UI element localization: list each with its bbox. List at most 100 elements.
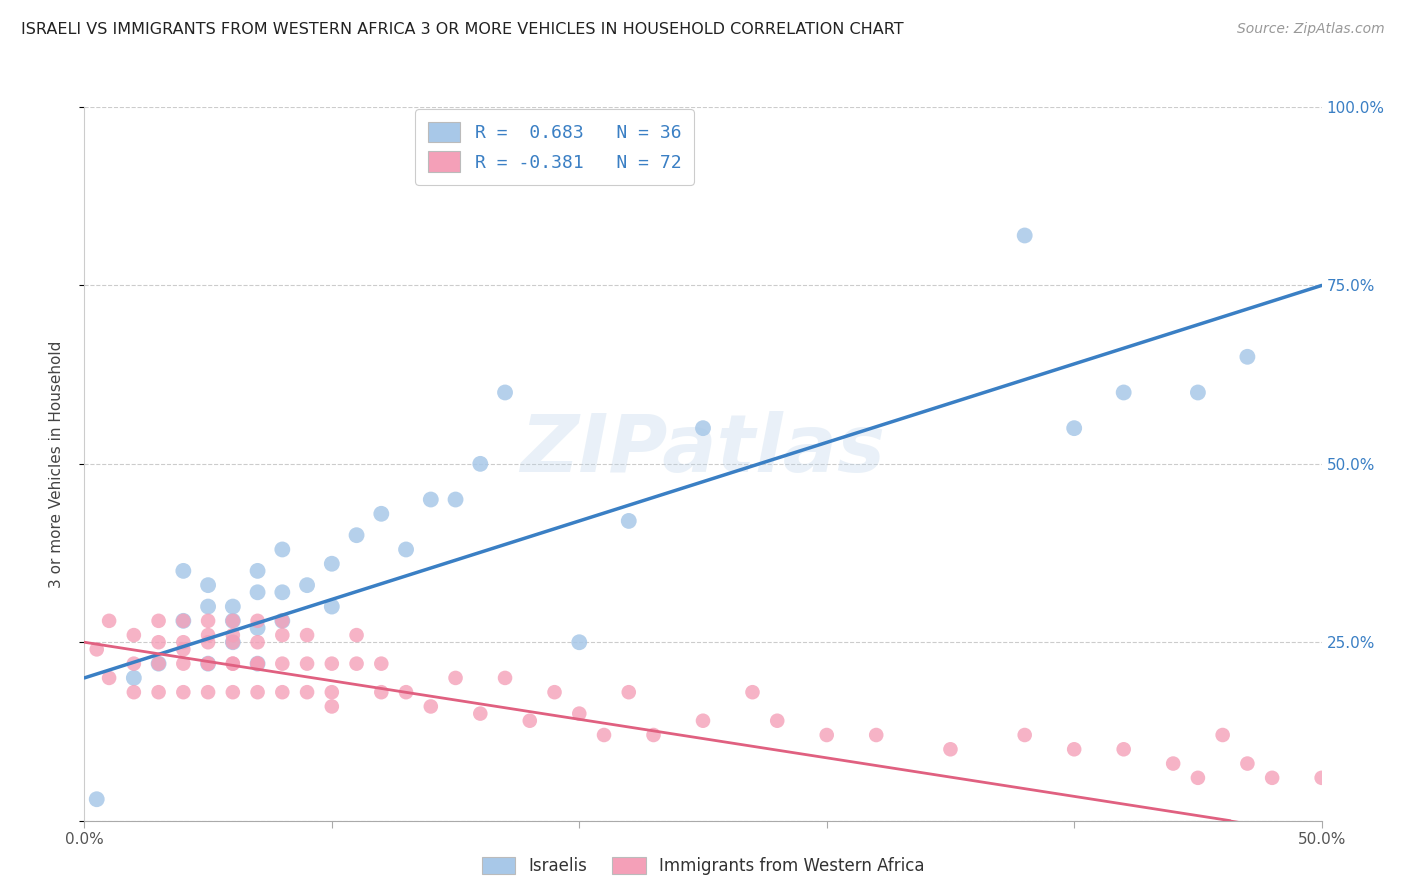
Point [222, 635, 245, 649]
Point [222, 599, 245, 614]
Point [271, 685, 294, 699]
Point [643, 728, 665, 742]
Point [346, 628, 368, 642]
Point [246, 621, 269, 635]
Point [222, 628, 245, 642]
Point [346, 528, 368, 542]
Point [568, 706, 591, 721]
Point [197, 578, 219, 592]
Point [370, 657, 392, 671]
Y-axis label: 3 or more Vehicles in Household: 3 or more Vehicles in Household [49, 340, 63, 588]
Point [295, 578, 318, 592]
Point [519, 714, 541, 728]
Point [222, 657, 245, 671]
Point [222, 635, 245, 649]
Point [815, 728, 838, 742]
Point [617, 685, 640, 699]
Point [1063, 742, 1085, 756]
Point [444, 671, 467, 685]
Point [172, 614, 194, 628]
Point [1014, 728, 1036, 742]
Point [271, 614, 294, 628]
Point [246, 685, 269, 699]
Point [172, 564, 194, 578]
Point [568, 635, 591, 649]
Point [470, 706, 492, 721]
Point [197, 635, 219, 649]
Point [295, 657, 318, 671]
Point [86, 792, 108, 806]
Point [939, 742, 962, 756]
Point [122, 685, 145, 699]
Text: ISRAELI VS IMMIGRANTS FROM WESTERN AFRICA 3 OR MORE VEHICLES IN HOUSEHOLD CORREL: ISRAELI VS IMMIGRANTS FROM WESTERN AFRIC… [21, 22, 904, 37]
Point [395, 542, 418, 557]
Point [197, 657, 219, 671]
Point [419, 699, 441, 714]
Point [246, 657, 269, 671]
Point [172, 657, 194, 671]
Point [1261, 771, 1284, 785]
Point [470, 457, 492, 471]
Legend: Israelis, Immigrants from Western Africa: Israelis, Immigrants from Western Africa [474, 849, 932, 884]
Point [1014, 228, 1036, 243]
Text: Source: ZipAtlas.com: Source: ZipAtlas.com [1237, 22, 1385, 37]
Point [444, 492, 467, 507]
Point [1112, 742, 1135, 756]
Point [1236, 756, 1258, 771]
Point [271, 628, 294, 642]
Point [222, 614, 245, 628]
Point [271, 542, 294, 557]
Point [172, 642, 194, 657]
Point [321, 657, 343, 671]
Point [741, 685, 763, 699]
Point [246, 564, 269, 578]
Point [148, 657, 170, 671]
Point [148, 614, 170, 628]
Point [86, 642, 108, 657]
Point [271, 657, 294, 671]
Point [692, 714, 714, 728]
Point [295, 628, 318, 642]
Point [370, 685, 392, 699]
Point [197, 685, 219, 699]
Point [246, 585, 269, 599]
Point [321, 699, 343, 714]
Point [122, 657, 145, 671]
Point [271, 585, 294, 599]
Point [246, 614, 269, 628]
Point [593, 728, 616, 742]
Text: ZIPatlas: ZIPatlas [520, 410, 886, 489]
Point [98, 671, 121, 685]
Point [865, 728, 887, 742]
Point [197, 628, 219, 642]
Point [321, 557, 343, 571]
Point [395, 685, 418, 699]
Point [346, 657, 368, 671]
Point [321, 685, 343, 699]
Point [197, 657, 219, 671]
Point [222, 685, 245, 699]
Point [1187, 771, 1209, 785]
Point [1112, 385, 1135, 400]
Point [148, 657, 170, 671]
Point [172, 614, 194, 628]
Point [98, 614, 121, 628]
Point [172, 635, 194, 649]
Point [197, 599, 219, 614]
Point [148, 685, 170, 699]
Point [370, 507, 392, 521]
Point [122, 671, 145, 685]
Point [246, 657, 269, 671]
Point [692, 421, 714, 435]
Point [1236, 350, 1258, 364]
Point [295, 685, 318, 699]
Point [1161, 756, 1184, 771]
Point [617, 514, 640, 528]
Point [246, 635, 269, 649]
Point [271, 614, 294, 628]
Point [494, 385, 516, 400]
Point [246, 657, 269, 671]
Point [197, 657, 219, 671]
Point [419, 492, 441, 507]
Point [197, 614, 219, 628]
